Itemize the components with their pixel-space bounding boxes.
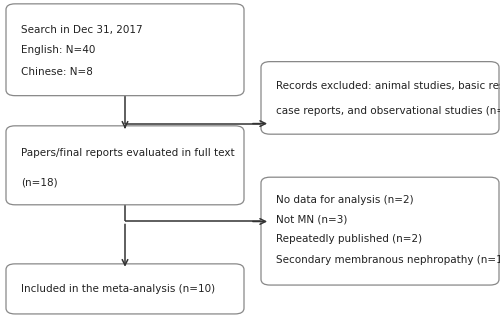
Text: Search in Dec 31, 2017: Search in Dec 31, 2017 <box>21 25 142 35</box>
Text: Chinese: N=8: Chinese: N=8 <box>21 67 93 77</box>
Text: Records excluded: animal studies, basic research,: Records excluded: animal studies, basic … <box>276 81 500 91</box>
Text: Secondary membranous nephropathy (n=1): Secondary membranous nephropathy (n=1) <box>276 255 500 265</box>
Text: Not MN (n=3): Not MN (n=3) <box>276 214 347 225</box>
FancyBboxPatch shape <box>6 4 244 96</box>
Text: English: N=40: English: N=40 <box>21 45 96 55</box>
FancyBboxPatch shape <box>6 264 244 314</box>
Text: Repeatedly published (n=2): Repeatedly published (n=2) <box>276 234 422 244</box>
FancyBboxPatch shape <box>261 177 499 285</box>
FancyBboxPatch shape <box>261 62 499 134</box>
Text: case reports, and observational studies (n=30): case reports, and observational studies … <box>276 106 500 116</box>
Text: No data for analysis (n=2): No data for analysis (n=2) <box>276 195 413 205</box>
FancyBboxPatch shape <box>6 126 244 205</box>
Text: Papers/final reports evaluated in full text: Papers/final reports evaluated in full t… <box>21 148 234 158</box>
Text: (n=18): (n=18) <box>21 177 58 187</box>
Text: Included in the meta-analysis (n=10): Included in the meta-analysis (n=10) <box>21 284 215 294</box>
